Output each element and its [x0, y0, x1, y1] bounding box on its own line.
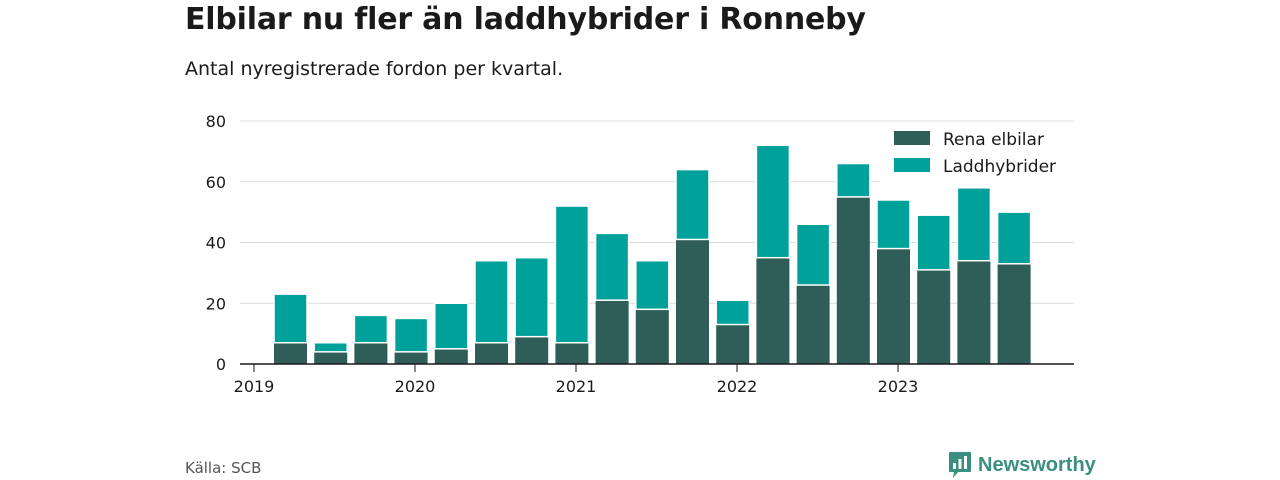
bar-rena-elbilar — [716, 324, 750, 364]
x-tick-label: 2019 — [234, 377, 275, 396]
y-axis: 0 20 40 60 80 — [206, 112, 226, 374]
chart-subtitle: Antal nyregistrerade fordon per kvartal. — [185, 58, 564, 80]
y-tick-label: 20 — [206, 294, 226, 313]
bar-chart-speech-icon — [949, 452, 971, 478]
bar-laddhybrider — [635, 259, 670, 311]
bar-rena-elbilar — [434, 348, 468, 364]
bar-rena-elbilar — [917, 269, 951, 364]
bar-rena-elbilar — [877, 248, 910, 364]
bar-rena-elbilar — [676, 239, 709, 364]
bar-laddhybrider — [956, 187, 992, 262]
bar-rena-elbilar — [314, 351, 348, 364]
legend-swatch — [894, 131, 930, 145]
legend-label: Rena elbilar — [943, 130, 1044, 150]
bars — [273, 144, 1032, 364]
bar-rena-elbilar — [354, 342, 388, 364]
bar-rena-elbilar — [475, 342, 508, 364]
bar-laddhybrider — [755, 144, 791, 259]
bar-laddhybrider — [594, 232, 630, 301]
x-tick-label: 2021 — [556, 377, 597, 396]
chart-title: Elbilar nu fler än laddhybrider i Ronneb… — [185, 2, 866, 37]
bar-laddhybrider — [353, 314, 389, 344]
stacked-bar-chart: 0 20 40 60 80 2019 2020 2021 2022 2023 Rena elbi… — [205, 112, 1080, 396]
bar-laddhybrider — [313, 341, 348, 353]
x-axis: 2019 2020 2021 2022 2023 — [234, 364, 919, 396]
bar-laddhybrider — [715, 299, 750, 326]
bar-rena-elbilar — [515, 336, 549, 364]
bar-laddhybrider — [514, 256, 549, 338]
x-tick-label: 2023 — [878, 377, 919, 396]
bar-laddhybrider — [675, 168, 710, 241]
bar-rena-elbilar — [836, 196, 870, 364]
bar-laddhybrider — [836, 162, 871, 198]
x-tick-label: 2022 — [717, 377, 758, 396]
bar-laddhybrider — [434, 302, 469, 350]
bar-laddhybrider — [996, 211, 1032, 265]
legend: Rena elbilar Laddhybrider — [880, 124, 1080, 184]
y-tick-label: 80 — [206, 112, 226, 131]
bar-rena-elbilar — [997, 263, 1031, 364]
legend-swatch — [894, 158, 930, 172]
brand-name: Newsworthy — [978, 453, 1096, 476]
x-tick-label: 2020 — [395, 377, 436, 396]
bar-rena-elbilar — [394, 351, 428, 364]
bar-laddhybrider — [474, 259, 509, 344]
bar-rena-elbilar — [756, 257, 790, 364]
bar-rena-elbilar — [957, 260, 991, 364]
bar-rena-elbilar — [595, 300, 629, 364]
bar-laddhybrider — [916, 214, 951, 271]
legend-label: Laddhybrider — [943, 157, 1056, 177]
bar-laddhybrider — [273, 293, 308, 344]
y-tick-label: 60 — [206, 173, 226, 192]
bar-rena-elbilar — [274, 342, 307, 364]
source-note: Källa: SCB — [185, 459, 262, 477]
bar-rena-elbilar — [555, 342, 589, 364]
bar-laddhybrider — [393, 317, 429, 353]
bar-laddhybrider — [554, 205, 590, 344]
y-tick-label: 40 — [206, 234, 226, 253]
bar-rena-elbilar — [635, 309, 669, 364]
bar-laddhybrider — [795, 223, 831, 286]
bar-rena-elbilar — [796, 285, 830, 364]
y-tick-label: 0 — [216, 355, 226, 374]
brand-logo: Newsworthy — [948, 451, 1096, 479]
bar-laddhybrider — [876, 199, 911, 250]
